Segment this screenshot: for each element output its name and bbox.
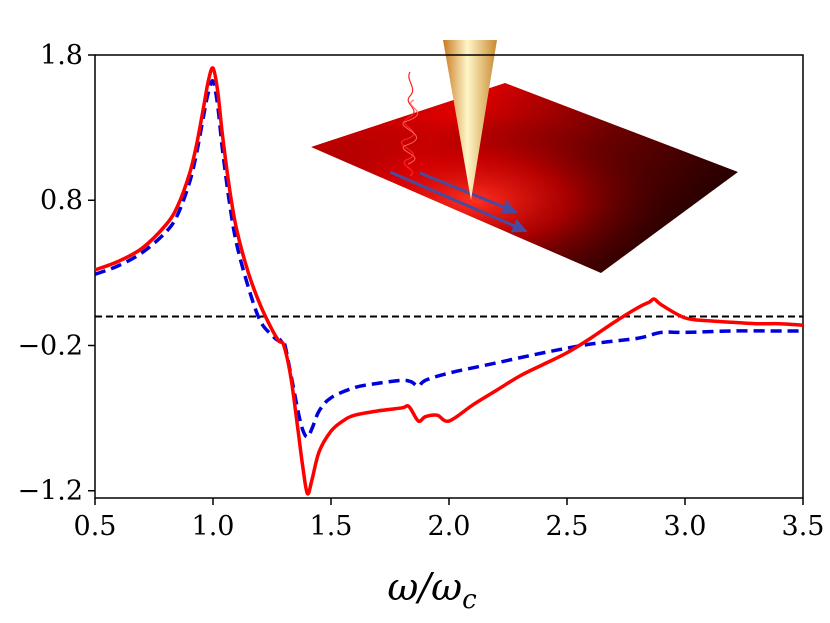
x-axis-title-sub: c [462, 585, 477, 615]
y-tick-label: 0.8 [40, 185, 83, 216]
x-tick-label: 2.5 [546, 511, 589, 542]
y-tick-label: −0.2 [17, 330, 83, 361]
wave-packet-2 [402, 99, 419, 165]
y-axis: 1.8 0.8 −0.2 −1.2 [17, 40, 95, 507]
x-tick-label: 0.5 [74, 511, 117, 542]
probe-tip [443, 40, 497, 200]
inset-illustration [311, 40, 738, 273]
series-solid-line [95, 66, 803, 496]
plate-glow [311, 83, 738, 273]
x-tick-label: 2.0 [428, 511, 471, 542]
x-tick-label: 1.5 [310, 511, 353, 542]
x-tick-label: 3.5 [782, 511, 825, 542]
x-axis-title-main: ω/ω [387, 565, 462, 609]
x-axis-title: ω/ωc [387, 565, 477, 615]
arrow-2 [389, 170, 528, 233]
y-tick-label: 1.8 [40, 40, 83, 71]
y-tick-label: −1.2 [17, 476, 83, 507]
x-axis: 0.5 1.0 1.5 2.0 2.5 3.0 3.5 [74, 498, 825, 542]
wave-packet [401, 71, 415, 177]
x-tick-label: 1.0 [192, 511, 235, 542]
arrow-1 [419, 171, 518, 214]
x-tick-label: 3.0 [664, 511, 707, 542]
